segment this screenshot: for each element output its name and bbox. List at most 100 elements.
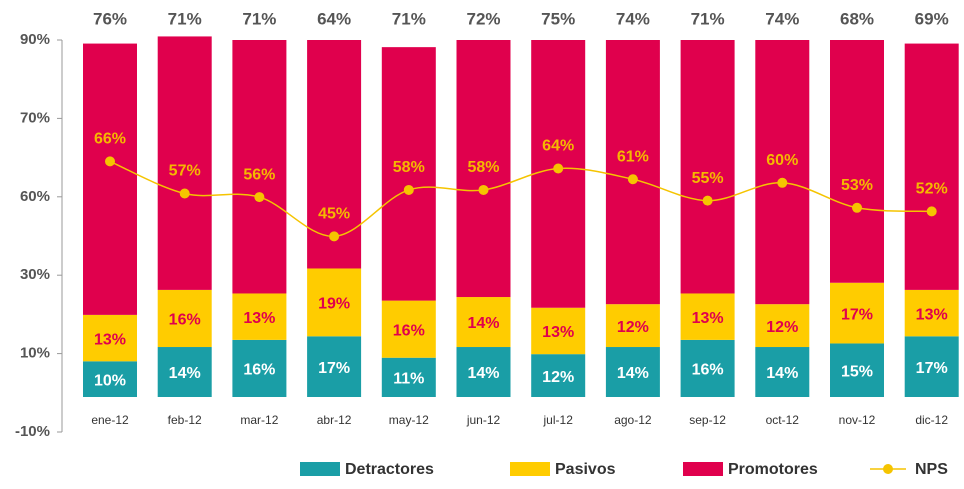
nps-label: 61% <box>617 148 649 165</box>
nps-point <box>179 188 190 199</box>
legend-swatch <box>510 462 550 476</box>
bar-segment <box>680 339 735 397</box>
nps-point <box>926 206 937 217</box>
nps-label: 52% <box>916 181 948 198</box>
bar-segment <box>456 297 511 348</box>
total-label: 68% <box>840 9 874 28</box>
bar-segment <box>830 40 884 283</box>
total-label: 69% <box>915 9 949 28</box>
bar-segment <box>680 40 735 294</box>
bar-segment <box>157 36 212 290</box>
bar-segment <box>904 289 959 337</box>
segment-label: 10% <box>94 372 126 389</box>
segment-label: 14% <box>467 315 499 332</box>
bar-segment <box>830 282 884 344</box>
bar-segment <box>755 40 810 305</box>
total-label: 64% <box>317 9 351 28</box>
total-label: 76% <box>93 9 127 28</box>
bar-segment <box>157 347 212 397</box>
total-label: 72% <box>466 9 500 28</box>
segment-label: 16% <box>692 362 724 379</box>
segment-label: 13% <box>243 310 275 327</box>
x-tick-label: may-12 <box>389 413 429 427</box>
segment-label: 12% <box>766 319 798 336</box>
nps-label: 53% <box>841 177 873 194</box>
x-tick-label: abr-12 <box>317 413 352 427</box>
nps-point <box>105 156 115 167</box>
bar-segment <box>680 293 735 340</box>
segment-label: 16% <box>169 312 201 329</box>
segment-label: 14% <box>169 365 201 382</box>
nps-label: 66% <box>94 131 126 148</box>
y-tick-label: 70% <box>20 109 50 126</box>
total-label: 71% <box>392 9 426 28</box>
nps-label: 64% <box>542 138 574 155</box>
nps-label: 58% <box>467 159 499 176</box>
bar-segment <box>456 40 511 298</box>
bar-segment <box>605 347 660 397</box>
bar-segment <box>381 357 436 397</box>
legend-label: Detractores <box>345 461 434 478</box>
bar-segment <box>456 347 511 397</box>
bar-segment <box>232 40 287 294</box>
nps-label: 57% <box>169 163 201 180</box>
x-tick-label: mar-12 <box>240 413 278 427</box>
segment-label: 14% <box>467 365 499 382</box>
y-tick-label: 30% <box>20 266 50 283</box>
nps-point <box>478 184 489 195</box>
x-tick-label: nov-12 <box>839 413 876 427</box>
x-tick-label: jul-12 <box>543 413 574 427</box>
segment-label: 11% <box>393 371 424 388</box>
nps-label: 56% <box>243 166 275 183</box>
segment-label: 13% <box>542 324 574 341</box>
total-label: 74% <box>616 9 650 28</box>
x-tick-label: sep-12 <box>689 413 726 427</box>
segment-label: 16% <box>393 322 425 339</box>
bar-segment <box>531 40 586 308</box>
segment-label: 17% <box>841 306 873 323</box>
bar-segment <box>904 336 959 397</box>
segment-label: 13% <box>916 306 948 323</box>
segment-label: 13% <box>692 310 724 327</box>
segment-label: 14% <box>617 365 649 382</box>
bar-segment <box>83 361 137 397</box>
nps-point <box>403 184 414 195</box>
y-tick-label: 60% <box>20 188 50 205</box>
total-label: 71% <box>691 9 725 28</box>
nps-point <box>702 195 713 206</box>
nps-label: 55% <box>692 170 724 187</box>
legend-label: NPS <box>915 461 948 478</box>
x-tick-label: ene-12 <box>91 413 129 427</box>
nps-label: 58% <box>393 159 425 176</box>
y-tick-label: 90% <box>20 31 50 48</box>
x-tick-label: feb-12 <box>168 413 202 427</box>
x-tick-label: ago-12 <box>614 413 652 427</box>
legend-swatch <box>300 462 340 476</box>
bar-segment <box>605 40 660 305</box>
nps-point <box>777 177 788 188</box>
y-tick-label: -10% <box>15 423 50 440</box>
nps-point <box>852 202 862 213</box>
nps-point <box>254 192 265 203</box>
x-tick-label: oct-12 <box>766 413 800 427</box>
legend-swatch-dot <box>883 464 893 474</box>
bar-segment <box>755 347 810 397</box>
bar-segment <box>830 343 884 397</box>
nps-point <box>329 231 340 242</box>
bar-segment <box>381 47 436 301</box>
legend-swatch <box>683 462 723 476</box>
legend-label: Promotores <box>728 461 818 478</box>
segment-label: 12% <box>542 369 574 386</box>
segment-label: 12% <box>617 319 649 336</box>
bar-segment <box>904 43 959 290</box>
nps-point <box>553 163 564 174</box>
nps-point <box>627 174 638 185</box>
bar-segment <box>83 43 137 315</box>
bar-segment <box>381 300 436 358</box>
segment-label: 17% <box>318 360 350 377</box>
legend-label: Pasivos <box>555 461 616 478</box>
bar-segment <box>157 289 212 348</box>
x-tick-label: dic-12 <box>915 413 948 427</box>
